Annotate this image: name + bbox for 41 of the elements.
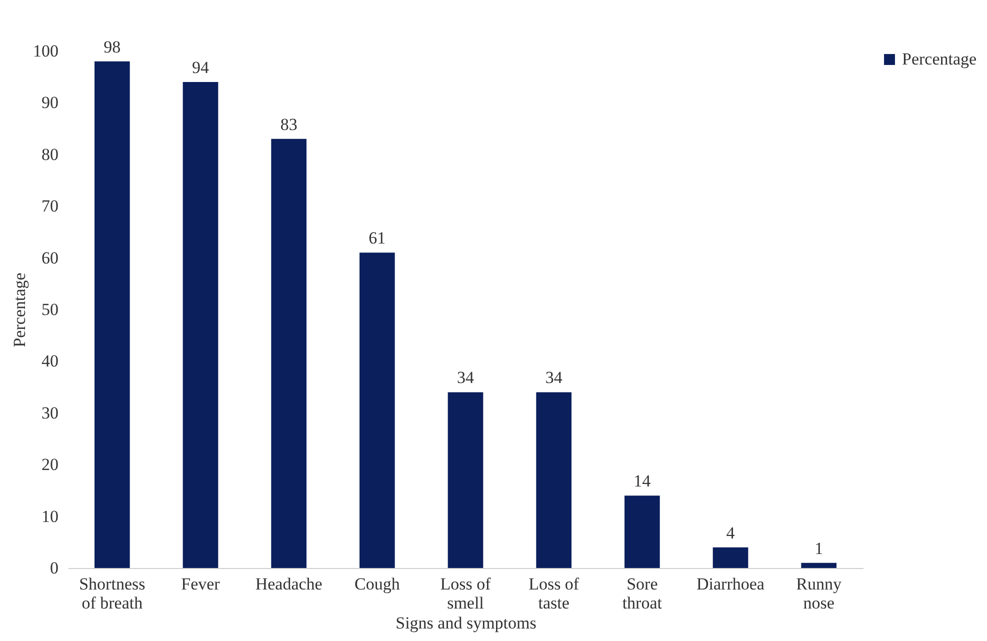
y-tick-label: 80	[42, 144, 58, 164]
x-tick-label: Fever	[181, 574, 220, 594]
data-label: 94	[192, 58, 210, 78]
bar	[182, 82, 218, 568]
bar	[801, 562, 836, 568]
data-label: 4	[726, 523, 736, 542]
data-label: 34	[545, 368, 563, 388]
data-label: 98	[104, 37, 121, 56]
y-tick-label: 40	[42, 352, 58, 371]
bar	[94, 61, 130, 568]
y-tick-label: 90	[42, 93, 58, 112]
data-label: 1	[814, 538, 824, 558]
x-tick-label: Cough	[354, 574, 400, 594]
bar	[624, 496, 660, 568]
y-tick-label: 60	[42, 248, 58, 268]
bar	[360, 252, 395, 568]
bar	[271, 138, 306, 568]
x-tick-label: Loss of smell	[440, 574, 492, 612]
y-tick-label: 0	[50, 558, 58, 578]
bar	[712, 547, 748, 568]
legend-label: Percentage	[902, 50, 977, 68]
x-tick-label: Loss of taste	[528, 574, 580, 612]
y-tick-label: 100	[33, 42, 58, 60]
x-tick-label: Sore throat	[622, 574, 662, 612]
data-label: 83	[280, 114, 298, 134]
x-tick-label: Headache	[255, 574, 322, 594]
x-tick-label: Shortness of breath	[79, 574, 146, 612]
bar	[536, 392, 572, 568]
y-tick-label: 10	[42, 506, 58, 526]
data-label: 61	[368, 228, 386, 248]
y-tick-label: 30	[42, 403, 58, 422]
data-label: 34	[457, 368, 474, 388]
y-tick-label: 20	[42, 455, 58, 474]
x-axis-title: Signs and symptoms	[396, 614, 536, 632]
y-tick-label: 70	[42, 196, 58, 216]
x-tick-label: Diarrhoea	[696, 574, 765, 594]
x-tick-label: Runny nose	[796, 574, 842, 612]
data-label: 14	[634, 472, 652, 491]
bar	[448, 392, 484, 568]
y-axis-title: Percentage	[10, 272, 29, 348]
y-tick-label: 50	[42, 300, 58, 319]
